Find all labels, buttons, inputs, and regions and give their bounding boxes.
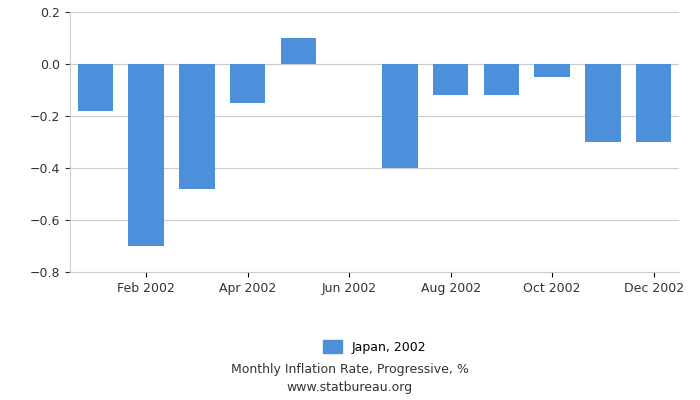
Bar [636, 64, 671, 142]
Bar [230, 64, 265, 103]
Text: Monthly Inflation Rate, Progressive, %: Monthly Inflation Rate, Progressive, % [231, 364, 469, 376]
Bar [78, 64, 113, 111]
Bar [382, 64, 418, 168]
Bar [179, 64, 215, 189]
Bar [281, 38, 316, 64]
Text: www.statbureau.org: www.statbureau.org [287, 382, 413, 394]
Bar [433, 64, 468, 95]
Legend: Japan, 2002: Japan, 2002 [318, 336, 431, 359]
Bar [484, 64, 519, 95]
Bar [534, 64, 570, 77]
Bar [585, 64, 621, 142]
Bar [128, 64, 164, 246]
